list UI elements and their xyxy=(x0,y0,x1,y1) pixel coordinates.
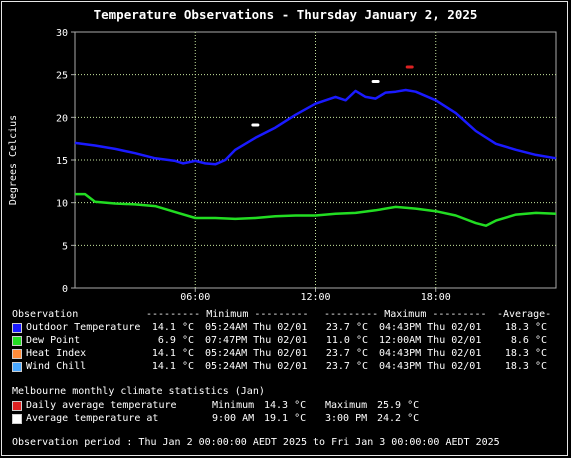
row-label: Heat Index xyxy=(26,348,87,359)
row-max-time: 04:43PM Thu 02/01 xyxy=(379,361,482,372)
header-average: -Average- xyxy=(497,309,552,320)
climate-label: Daily average temperature xyxy=(26,400,177,411)
series-line-1 xyxy=(75,192,557,227)
legend-swatch xyxy=(12,336,22,346)
y-tick-label: 15 xyxy=(56,156,68,167)
y-tick-label: 20 xyxy=(56,113,68,124)
row-min-time: 05:24AM Thu 02/01 xyxy=(205,348,308,359)
row-max: 23.7 °C xyxy=(325,322,368,333)
climate-col2-value: 25.9 °C xyxy=(377,400,420,411)
row-min: 6.9 °C xyxy=(157,335,194,346)
row-max: 23.7 °C xyxy=(325,348,368,359)
climate-col1-label: Minimum xyxy=(212,400,255,411)
row-min-time: 05:24AM Thu 02/01 xyxy=(205,322,308,333)
row-min: 14.1 °C xyxy=(151,348,194,359)
climate-col2-label: Maximum xyxy=(325,400,368,411)
row-max-time: 04:43PM Thu 02/01 xyxy=(379,348,482,359)
x-tick-label: 12:00 xyxy=(300,292,330,303)
x-tick-label: 18:00 xyxy=(421,292,451,303)
climate-col1-value: 19.1 °C xyxy=(264,413,307,424)
y-axis-ticks: 0 5 10 15 20 25 30 xyxy=(56,28,75,295)
row-avg: 18.3 °C xyxy=(504,322,547,333)
climate-swatch xyxy=(12,414,22,424)
row-label: Wind Chill xyxy=(26,361,87,372)
climate-heading: Melbourne monthly climate statistics (Ja… xyxy=(12,386,265,397)
x-axis-ticks: 06:00 12:00 18:00 xyxy=(180,288,451,303)
y-tick-label: 10 xyxy=(56,199,68,210)
legend-swatch xyxy=(12,362,22,372)
legend-swatch xyxy=(12,323,22,333)
climate-marker-1 xyxy=(251,123,260,127)
header-maximum: --------- Maximum --------- xyxy=(324,309,487,320)
climate-col1-label: 9:00 AM xyxy=(212,413,255,424)
row-min: 14.1 °C xyxy=(151,322,194,333)
row-max-time: 12:00AM Thu 02/01 xyxy=(379,335,482,346)
climate-col2-value: 24.2 °C xyxy=(377,413,420,424)
header-observation: Observation xyxy=(12,309,79,320)
x-tick-label: 06:00 xyxy=(180,292,210,303)
climate-swatch xyxy=(12,401,22,411)
y-tick-label: 30 xyxy=(56,28,68,39)
row-label: Dew Point xyxy=(26,335,81,346)
row-min: 14.1 °C xyxy=(151,361,194,372)
legend-swatch xyxy=(12,349,22,359)
grid-lines xyxy=(75,32,556,288)
row-min-time: 07:47PM Thu 02/01 xyxy=(205,335,308,346)
series-lines xyxy=(74,88,557,227)
climate-markers xyxy=(251,65,414,127)
y-tick-label: 25 xyxy=(56,71,68,82)
climate-col1-value: 14.3 °C xyxy=(264,400,307,411)
row-max-time: 04:43PM Thu 02/01 xyxy=(379,322,482,333)
row-avg: 18.3 °C xyxy=(504,361,547,372)
series-line-0 xyxy=(74,88,557,166)
row-label: Outdoor Temperature xyxy=(26,322,141,333)
row-max: 23.7 °C xyxy=(325,361,368,372)
row-avg: 8.6 °C xyxy=(510,335,547,346)
y-tick-label: 5 xyxy=(62,241,68,252)
row-max: 11.0 °C xyxy=(325,335,368,346)
chart-title: Temperature Observations - Thursday Janu… xyxy=(93,7,478,22)
y-axis-label: Degrees Celcius xyxy=(8,115,19,205)
climate-marker-0 xyxy=(405,65,414,69)
y-tick-label: 0 xyxy=(62,284,68,295)
climate-label: Average temperature at xyxy=(26,413,159,424)
observation-period: Observation period : Thu Jan 2 00:00:00 … xyxy=(12,437,500,448)
climate-marker-2 xyxy=(371,79,380,83)
header-minimum: --------- Minimum --------- xyxy=(146,309,309,320)
row-min-time: 05:24AM Thu 02/01 xyxy=(205,361,308,372)
climate-col2-label: 3:00 PM xyxy=(325,413,368,424)
row-avg: 18.3 °C xyxy=(504,348,547,359)
